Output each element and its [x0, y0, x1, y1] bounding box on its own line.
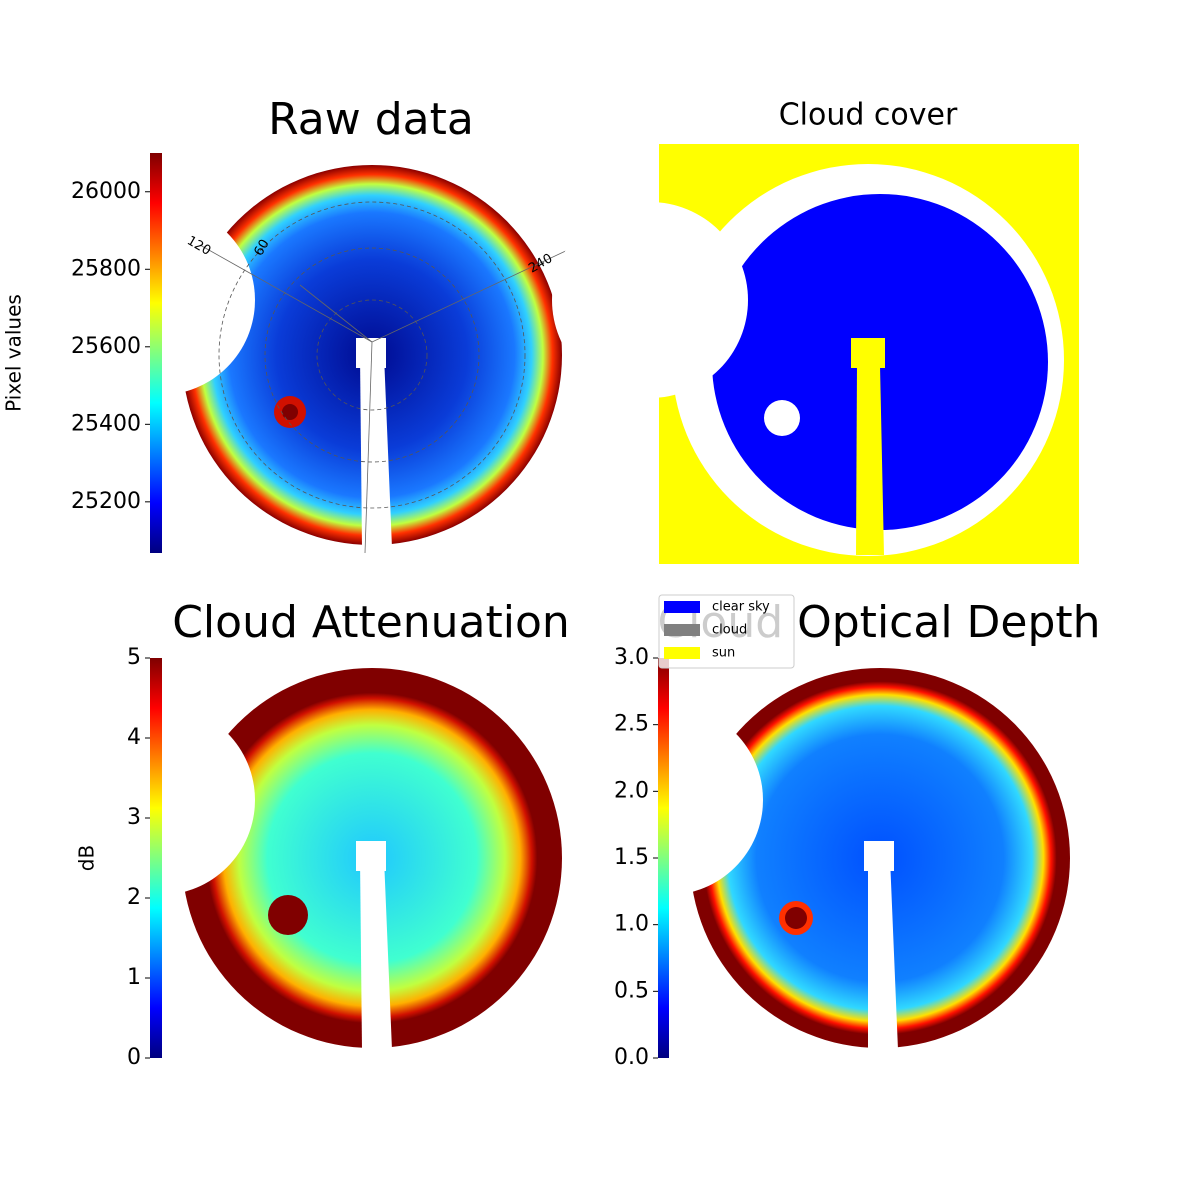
legend-swatch: [664, 601, 700, 613]
legend-label: cloud: [712, 623, 747, 638]
y-tick-label: 0: [127, 1045, 141, 1070]
y-tick-label: 1: [127, 965, 141, 990]
colorbar: [150, 153, 162, 553]
y-tick-label: 25800: [71, 256, 141, 281]
legend-label: clear sky: [712, 600, 770, 615]
polar-label: 60: [252, 237, 273, 259]
colorbar: [658, 658, 669, 1058]
y-tick-label: 25600: [71, 334, 141, 359]
y-tick-label: 4: [127, 725, 141, 750]
y-tick-label: 25400: [71, 411, 141, 436]
legend-swatch: [664, 647, 700, 659]
y-tick-label: 1.5: [614, 845, 649, 870]
y-tick-label: 2.0: [614, 778, 649, 803]
y-tick-label: 0.5: [614, 978, 649, 1003]
y-tick-label: 25200: [71, 489, 141, 514]
cloud-cover-image: [552, 144, 1079, 564]
y-tick-label: 2: [127, 885, 141, 910]
raw-image: 120 60 240: [65, 165, 573, 554]
legend-swatch: [664, 624, 700, 636]
legend-label: sun: [712, 646, 735, 661]
y-tick-label: 3.0: [614, 645, 649, 670]
y-tick-label: 0.0: [614, 1045, 649, 1070]
y-tick-label: 2.5: [614, 712, 649, 737]
panel-title: Cloud cover: [779, 98, 958, 133]
panel-title: Raw data: [268, 94, 474, 145]
colorbar-label: dB: [75, 845, 99, 871]
y-tick-label: 26000: [71, 179, 141, 204]
colorbar-label: Pixel values: [2, 294, 26, 412]
y-tick-label: 1.0: [614, 912, 649, 937]
panel-title: Cloud Attenuation: [172, 597, 570, 648]
y-tick-label: 3: [127, 805, 141, 830]
y-tick-label: 5: [127, 645, 141, 670]
colorbar: [150, 658, 162, 1058]
